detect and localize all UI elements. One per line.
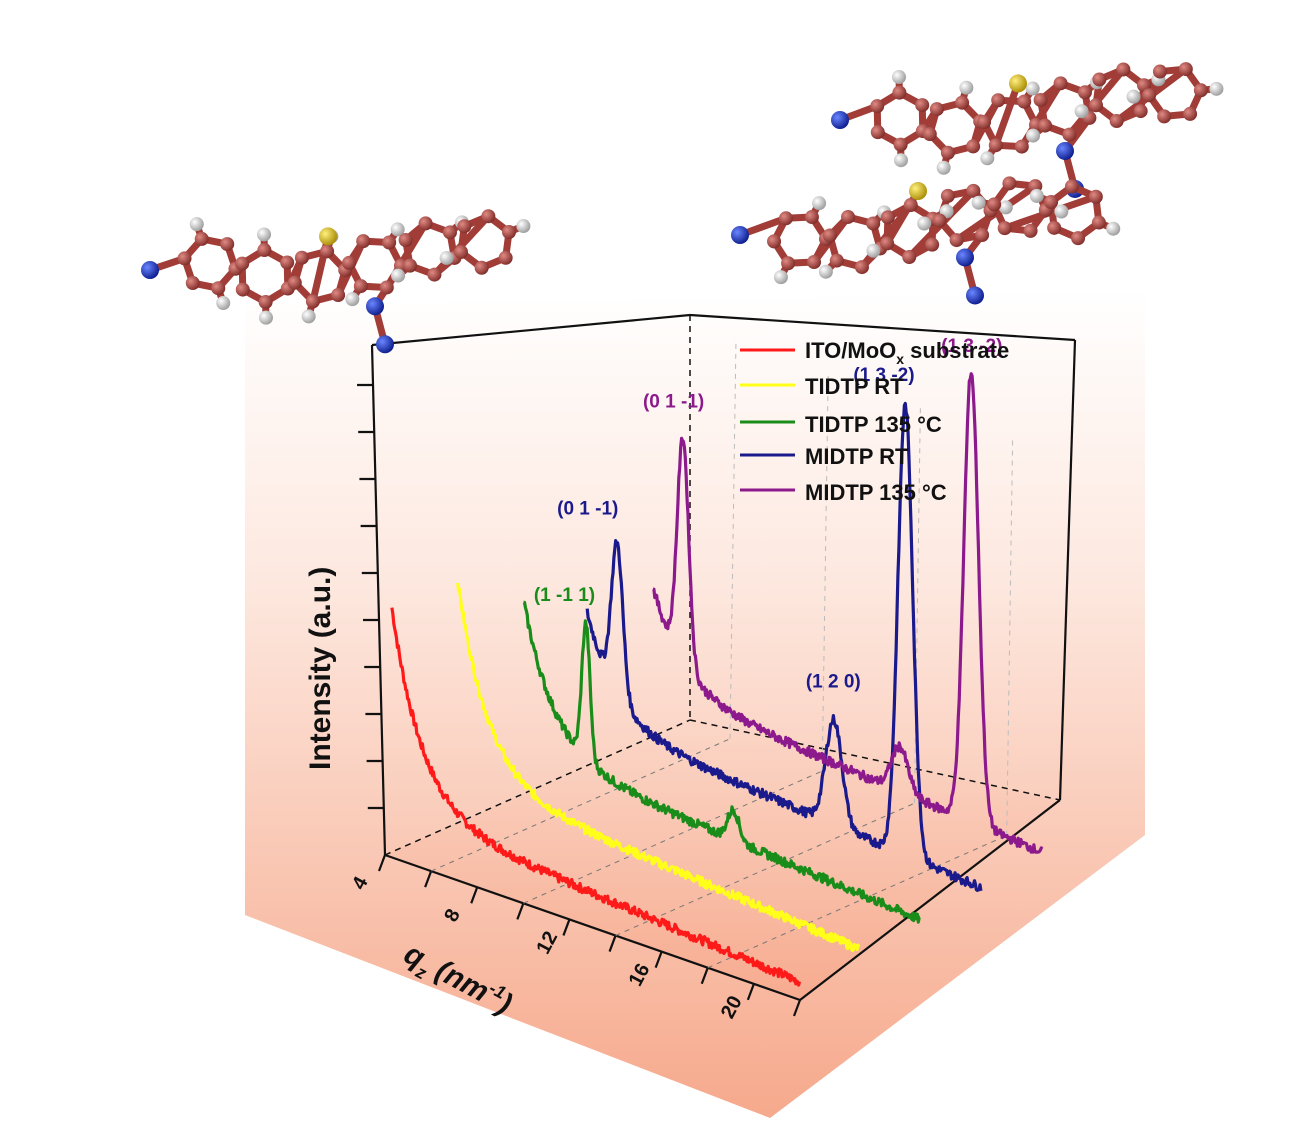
x-tick-20 bbox=[746, 983, 755, 1001]
series-lines bbox=[390, 372, 1044, 987]
legend-label-4: MIDTP 135 °C bbox=[805, 480, 947, 505]
molecule-model-top-right bbox=[831, 62, 1224, 198]
x-tick-14 bbox=[608, 935, 617, 952]
legend-item-0: ITO/MoOx substrate bbox=[740, 338, 1009, 367]
peak-label-1: (1 -1 1) bbox=[534, 585, 595, 606]
legend-item-2: TIDTP 135 °C bbox=[740, 412, 942, 437]
peak-label-0: (0 1 -1) bbox=[557, 499, 618, 520]
legend-label-0: ITO/MoOx substrate bbox=[805, 338, 1009, 367]
x-tick-8 bbox=[470, 886, 479, 904]
molecule-model-left bbox=[141, 209, 531, 354]
y-axis-ticks bbox=[357, 383, 384, 810]
x-tick-22 bbox=[792, 999, 802, 1017]
grid-lines bbox=[430, 338, 1014, 969]
y-axis-label: Intensity (a.u.) bbox=[304, 567, 337, 770]
peak-label-4: (1 3 -2) bbox=[853, 365, 914, 386]
x-tick-10 bbox=[516, 902, 525, 920]
series-line-0 bbox=[390, 607, 802, 987]
x-tick-4 bbox=[377, 854, 387, 872]
legend: ITO/MoOx substrate TIDTP RT TIDTP 135 °C… bbox=[740, 338, 1009, 505]
axes-frame bbox=[370, 313, 1077, 1002]
legend-item-3: MIDTP RT bbox=[740, 444, 909, 469]
series-line-1 bbox=[456, 582, 861, 953]
x-tick-6 bbox=[424, 870, 433, 888]
x-tick-12 bbox=[562, 919, 571, 936]
series-line-4 bbox=[652, 372, 1044, 854]
peak-label-3: (1 2 0) bbox=[806, 672, 861, 693]
legend-item-1: TIDTP RT bbox=[740, 374, 904, 399]
molecule-model-right bbox=[731, 176, 1121, 305]
peak-label-2: (0 1 -1) bbox=[643, 391, 704, 412]
legend-label-3: MIDTP RT bbox=[805, 444, 909, 469]
legend-label-1: TIDTP RT bbox=[805, 374, 904, 399]
peak-annotations: (0 1 -1) (1 -1 1) (0 1 -1) (1 2 0) (1 3 -2) (… bbox=[534, 336, 1003, 693]
x-tick-18 bbox=[700, 967, 709, 985]
background-box bbox=[245, 290, 1145, 1118]
legend-item-4: MIDTP 135 °C bbox=[740, 480, 947, 505]
peak-label-5: (1 3 -2) bbox=[941, 336, 1002, 357]
x-tick-16 bbox=[654, 951, 663, 969]
series-line-2 bbox=[522, 600, 921, 924]
series-line-3 bbox=[585, 401, 983, 892]
legend-label-2: TIDTP 135 °C bbox=[805, 412, 942, 437]
